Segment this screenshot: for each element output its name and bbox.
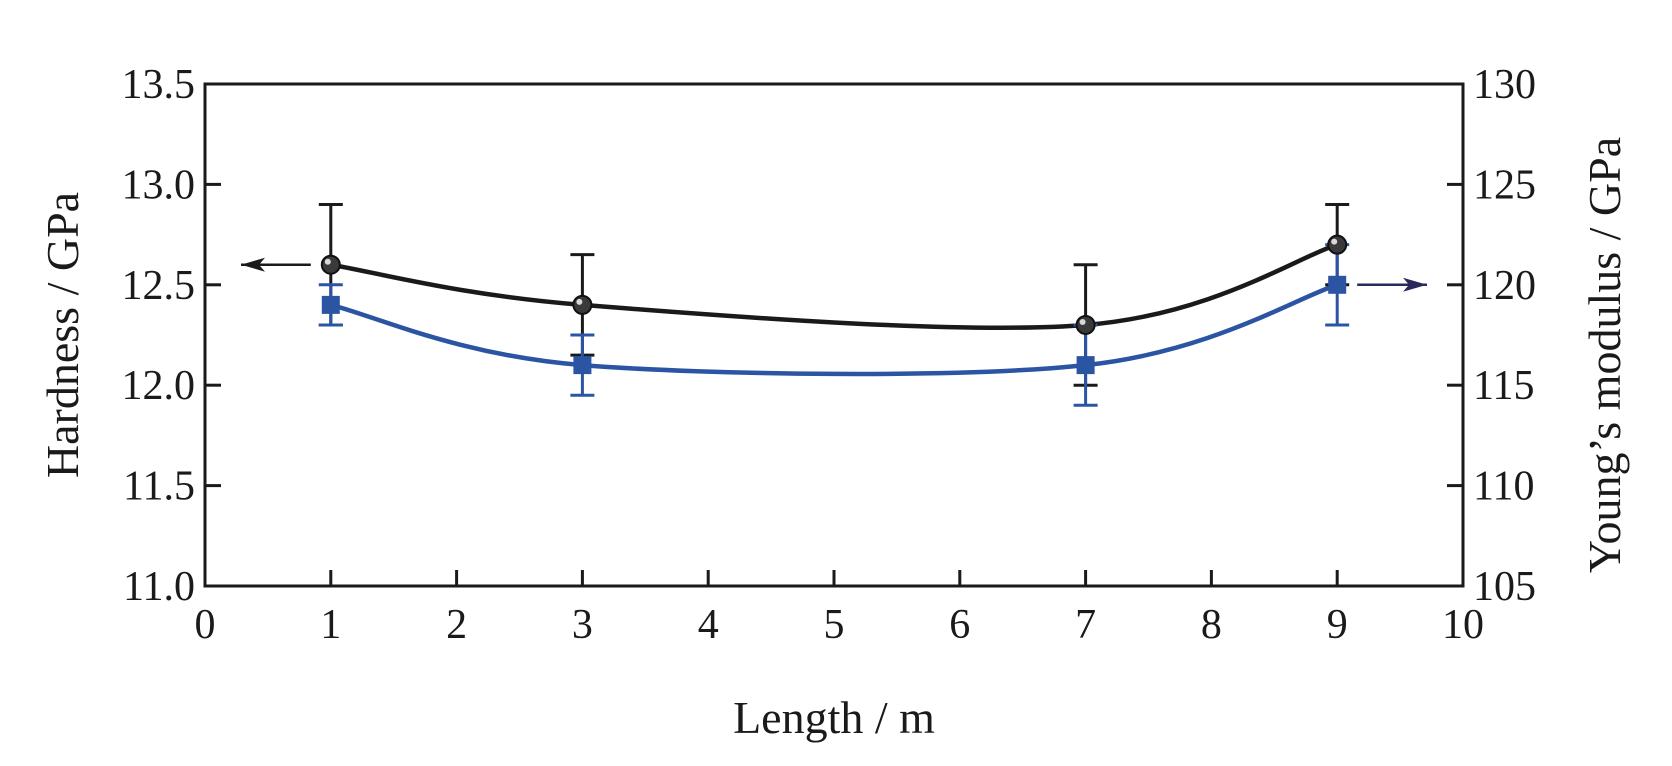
series-1-point-highlight bbox=[1331, 238, 1338, 245]
x-tick-label: 7 bbox=[1075, 602, 1096, 648]
x-tick-label: 9 bbox=[1327, 602, 1348, 648]
y-right-tick-label: 130 bbox=[1473, 62, 1536, 108]
series-1-point-highlight bbox=[1079, 318, 1086, 325]
series-2-line bbox=[330, 282, 1338, 377]
y-left-tick-label: 13.0 bbox=[122, 162, 196, 208]
axis-ticks bbox=[205, 182, 1463, 586]
x-tick-label: 1 bbox=[320, 602, 341, 648]
x-tick-label: 10 bbox=[1442, 602, 1484, 648]
y-left-tick-label: 11.5 bbox=[123, 464, 195, 510]
x-tick-label: 6 bbox=[949, 602, 970, 648]
series-2-point bbox=[1076, 356, 1095, 375]
plot-frame bbox=[203, 82, 1465, 588]
y-right-tick-label: 125 bbox=[1473, 162, 1536, 208]
x-tick-label: 4 bbox=[698, 602, 719, 648]
left-axis-arrow-head bbox=[241, 257, 265, 272]
y-right-tick-labels: 105 110 115 120 125 130 bbox=[1473, 62, 1536, 610]
y-left-axis-label: Hardness / GPa bbox=[37, 192, 88, 478]
y-right-tick-label: 120 bbox=[1473, 263, 1536, 309]
y-left-tick-label: 12.5 bbox=[122, 263, 196, 309]
y-right-tick-label: 110 bbox=[1473, 464, 1534, 510]
series-1-point bbox=[572, 294, 593, 315]
right-axis-arrow-head bbox=[1403, 277, 1427, 292]
series-1-point bbox=[320, 254, 341, 275]
series-1-point-highlight bbox=[576, 298, 583, 305]
series-curves bbox=[330, 242, 1338, 377]
x-tick-label: 8 bbox=[1201, 602, 1222, 648]
axis-indicator-arrows bbox=[241, 257, 1427, 292]
series-2-point bbox=[1328, 275, 1347, 294]
series-1-point bbox=[1075, 314, 1096, 335]
x-tick-label: 2 bbox=[446, 602, 467, 648]
x-tick-label: 3 bbox=[572, 602, 593, 648]
series-markers bbox=[320, 234, 1348, 375]
y-left-tick-labels: 11.0 11.5 12.0 12.5 13.0 13.5 bbox=[122, 62, 196, 610]
y-left-tick-label: 11.0 bbox=[123, 564, 195, 610]
series-1-line bbox=[330, 242, 1338, 330]
series-2-point bbox=[573, 356, 592, 375]
x-tick-label: 5 bbox=[824, 602, 845, 648]
y-right-tick-label: 115 bbox=[1473, 363, 1534, 409]
y-right-axis-label: Young’s modulus / GPa bbox=[1579, 137, 1630, 573]
series-1-point bbox=[1327, 234, 1348, 255]
series-2-point bbox=[321, 295, 340, 314]
series-1-point-highlight bbox=[324, 258, 331, 265]
y-left-tick-label: 13.5 bbox=[122, 62, 196, 108]
x-axis-label: Length / m bbox=[733, 692, 935, 743]
y-left-tick-label: 12.0 bbox=[122, 363, 196, 409]
y-right-tick-label: 105 bbox=[1473, 564, 1536, 610]
x-tick-labels: 0 1 2 3 4 5 6 7 8 9 10 bbox=[195, 602, 1485, 648]
x-tick-label: 0 bbox=[195, 602, 216, 648]
